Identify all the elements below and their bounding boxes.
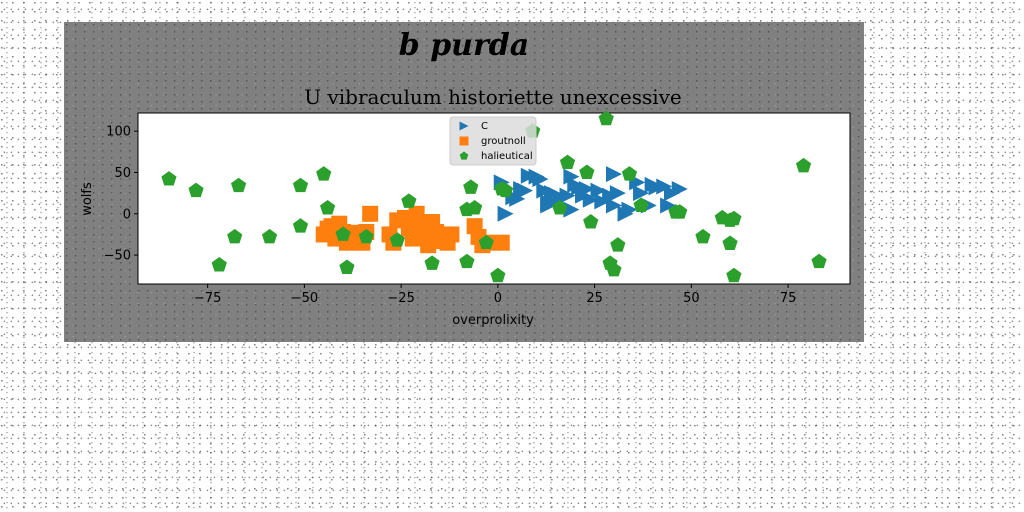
y-axis-label: wolfs [80, 182, 95, 216]
data-point-halieutical [227, 228, 243, 244]
x-tick-label: −50 [291, 291, 318, 306]
data-point-halieutical [335, 226, 351, 241]
y-tick-label: 0 [123, 207, 131, 222]
data-point-halieutical [490, 267, 506, 283]
data-point-c [497, 205, 514, 222]
figure-panel: b purda U vibraculum historiette unexces… [64, 22, 864, 342]
data-point-groutnoll [443, 226, 460, 243]
data-point-halieutical [722, 235, 738, 250]
data-point-groutnoll [362, 205, 379, 222]
data-point-halieutical [358, 228, 374, 244]
data-point-halieutical [559, 154, 576, 170]
figure-suptitle: b purda [399, 28, 529, 63]
data-point-halieutical [478, 234, 494, 250]
y-tick-label: 50 [114, 166, 131, 181]
data-point-halieutical [320, 200, 336, 215]
data-point-halieutical [621, 166, 638, 181]
legend-marker-groutnoll [459, 136, 469, 146]
legend: C groutnoll halieutical [449, 116, 537, 166]
data-point-halieutical [610, 237, 626, 252]
data-point-c [605, 166, 622, 183]
data-point-groutnoll [493, 234, 510, 251]
data-point-halieutical [672, 204, 688, 219]
data-point-c [633, 185, 650, 202]
data-point-halieutical [467, 200, 483, 215]
data-point-halieutical [161, 171, 177, 186]
data-point-c [605, 197, 622, 214]
data-point-c [621, 201, 638, 218]
data-point-halieutical [811, 253, 827, 269]
y-tick-label: −50 [104, 249, 131, 264]
legend-label-c: C [481, 121, 488, 132]
data-point-halieutical [292, 177, 309, 193]
legend-markers [459, 121, 469, 160]
data-point-halieutical [316, 166, 332, 181]
data-point-halieutical [389, 232, 405, 247]
data-point-halieutical [498, 182, 514, 198]
data-point-c [559, 187, 576, 204]
data-point-c [609, 185, 626, 202]
chart-title: U vibraculum historiette unexcessive [304, 85, 682, 109]
x-tick-label: −75 [194, 291, 221, 306]
data-point-halieutical [188, 182, 204, 198]
legend-box [449, 116, 537, 166]
data-point-halieutical [401, 193, 417, 208]
data-point-halieutical [231, 177, 247, 193]
legend-label-halieutical: halieutical [481, 151, 533, 162]
data-point-c [582, 191, 599, 208]
data-points [161, 110, 827, 283]
data-point-halieutical [339, 259, 355, 274]
data-point-c [563, 201, 580, 218]
x-tick-label: 50 [683, 291, 700, 306]
data-point-halieutical [598, 110, 614, 126]
scatter-chart: b purda U vibraculum historiette unexces… [80, 28, 851, 328]
x-tick-label: 0 [494, 291, 502, 306]
data-point-halieutical [726, 267, 742, 283]
data-point-halieutical [424, 255, 440, 270]
data-point-halieutical [552, 200, 568, 215]
data-point-c [516, 182, 533, 199]
x-axis-label: overprolixity [452, 313, 534, 328]
data-point-halieutical [695, 228, 711, 244]
legend-marker-halieutical [459, 151, 469, 160]
data-point-halieutical [795, 157, 812, 173]
x-tick-label: −25 [387, 291, 414, 306]
data-point-c [660, 197, 677, 214]
data-point-halieutical [606, 261, 622, 277]
data-point-c [671, 181, 688, 197]
axis-ticks: −75 −50 −25 0 25 50 75 −50 0 50 100 [104, 125, 797, 306]
data-point-halieutical [579, 164, 595, 179]
legend-marker-c [459, 121, 469, 131]
data-point-halieutical [633, 197, 649, 212]
data-point-halieutical [583, 214, 599, 229]
legend-label-groutnoll: groutnoll [481, 136, 526, 147]
data-point-halieutical [211, 257, 227, 272]
data-point-halieutical [463, 179, 479, 194]
data-point-halieutical [726, 210, 742, 226]
x-tick-label: 75 [780, 291, 797, 306]
data-point-halieutical [292, 218, 309, 233]
y-tick-label: 100 [106, 125, 131, 140]
data-point-halieutical [459, 253, 475, 269]
data-point-halieutical [261, 228, 278, 244]
x-tick-label: 25 [586, 291, 603, 306]
